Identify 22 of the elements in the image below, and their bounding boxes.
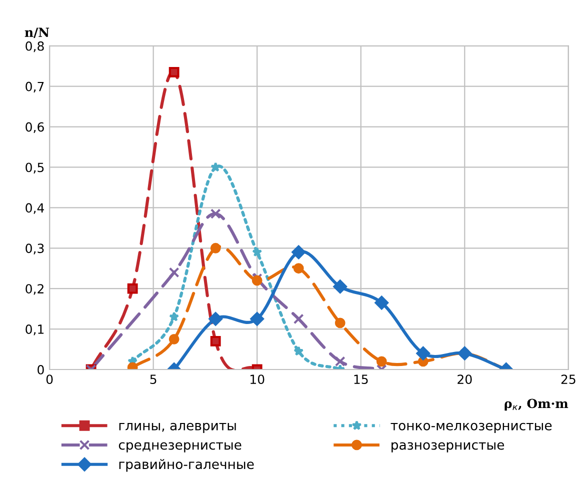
y-tick-label: 0,6 [26,122,44,133]
legend-label: тонко-мелкозернистые [390,422,552,433]
x-tick-label: 25 [561,374,576,384]
x-axis-title: ρ$_{к}$, Om·m [504,398,568,411]
y-tick-label: 0,8 [26,41,44,52]
x-tick-label: 10 [250,374,264,384]
y-tick-label: 0,7 [26,82,44,93]
y-tick-label: 0,3 [26,244,44,254]
y-tick-label: 0 [38,364,44,374]
legend-label: среднезернистые [118,442,242,452]
y-axis-title: n/N [24,28,50,38]
legend-label: разнозернистые [392,442,504,452]
x-tick-label: 5 [150,374,156,384]
y-tick-label: 0,5 [26,162,44,174]
x-tick-label: 0 [46,374,53,384]
x-tick-label: 20 [458,374,472,384]
x-tick-label: 15 [354,374,368,384]
legend-label: глины, алевриты [119,422,236,433]
legend-label: гравийно-галечные [119,459,254,472]
y-tick-label: 0,1 [26,324,44,336]
y-tick-label: 0,2 [26,284,44,295]
y-tick-label: 0,4 [26,203,44,214]
